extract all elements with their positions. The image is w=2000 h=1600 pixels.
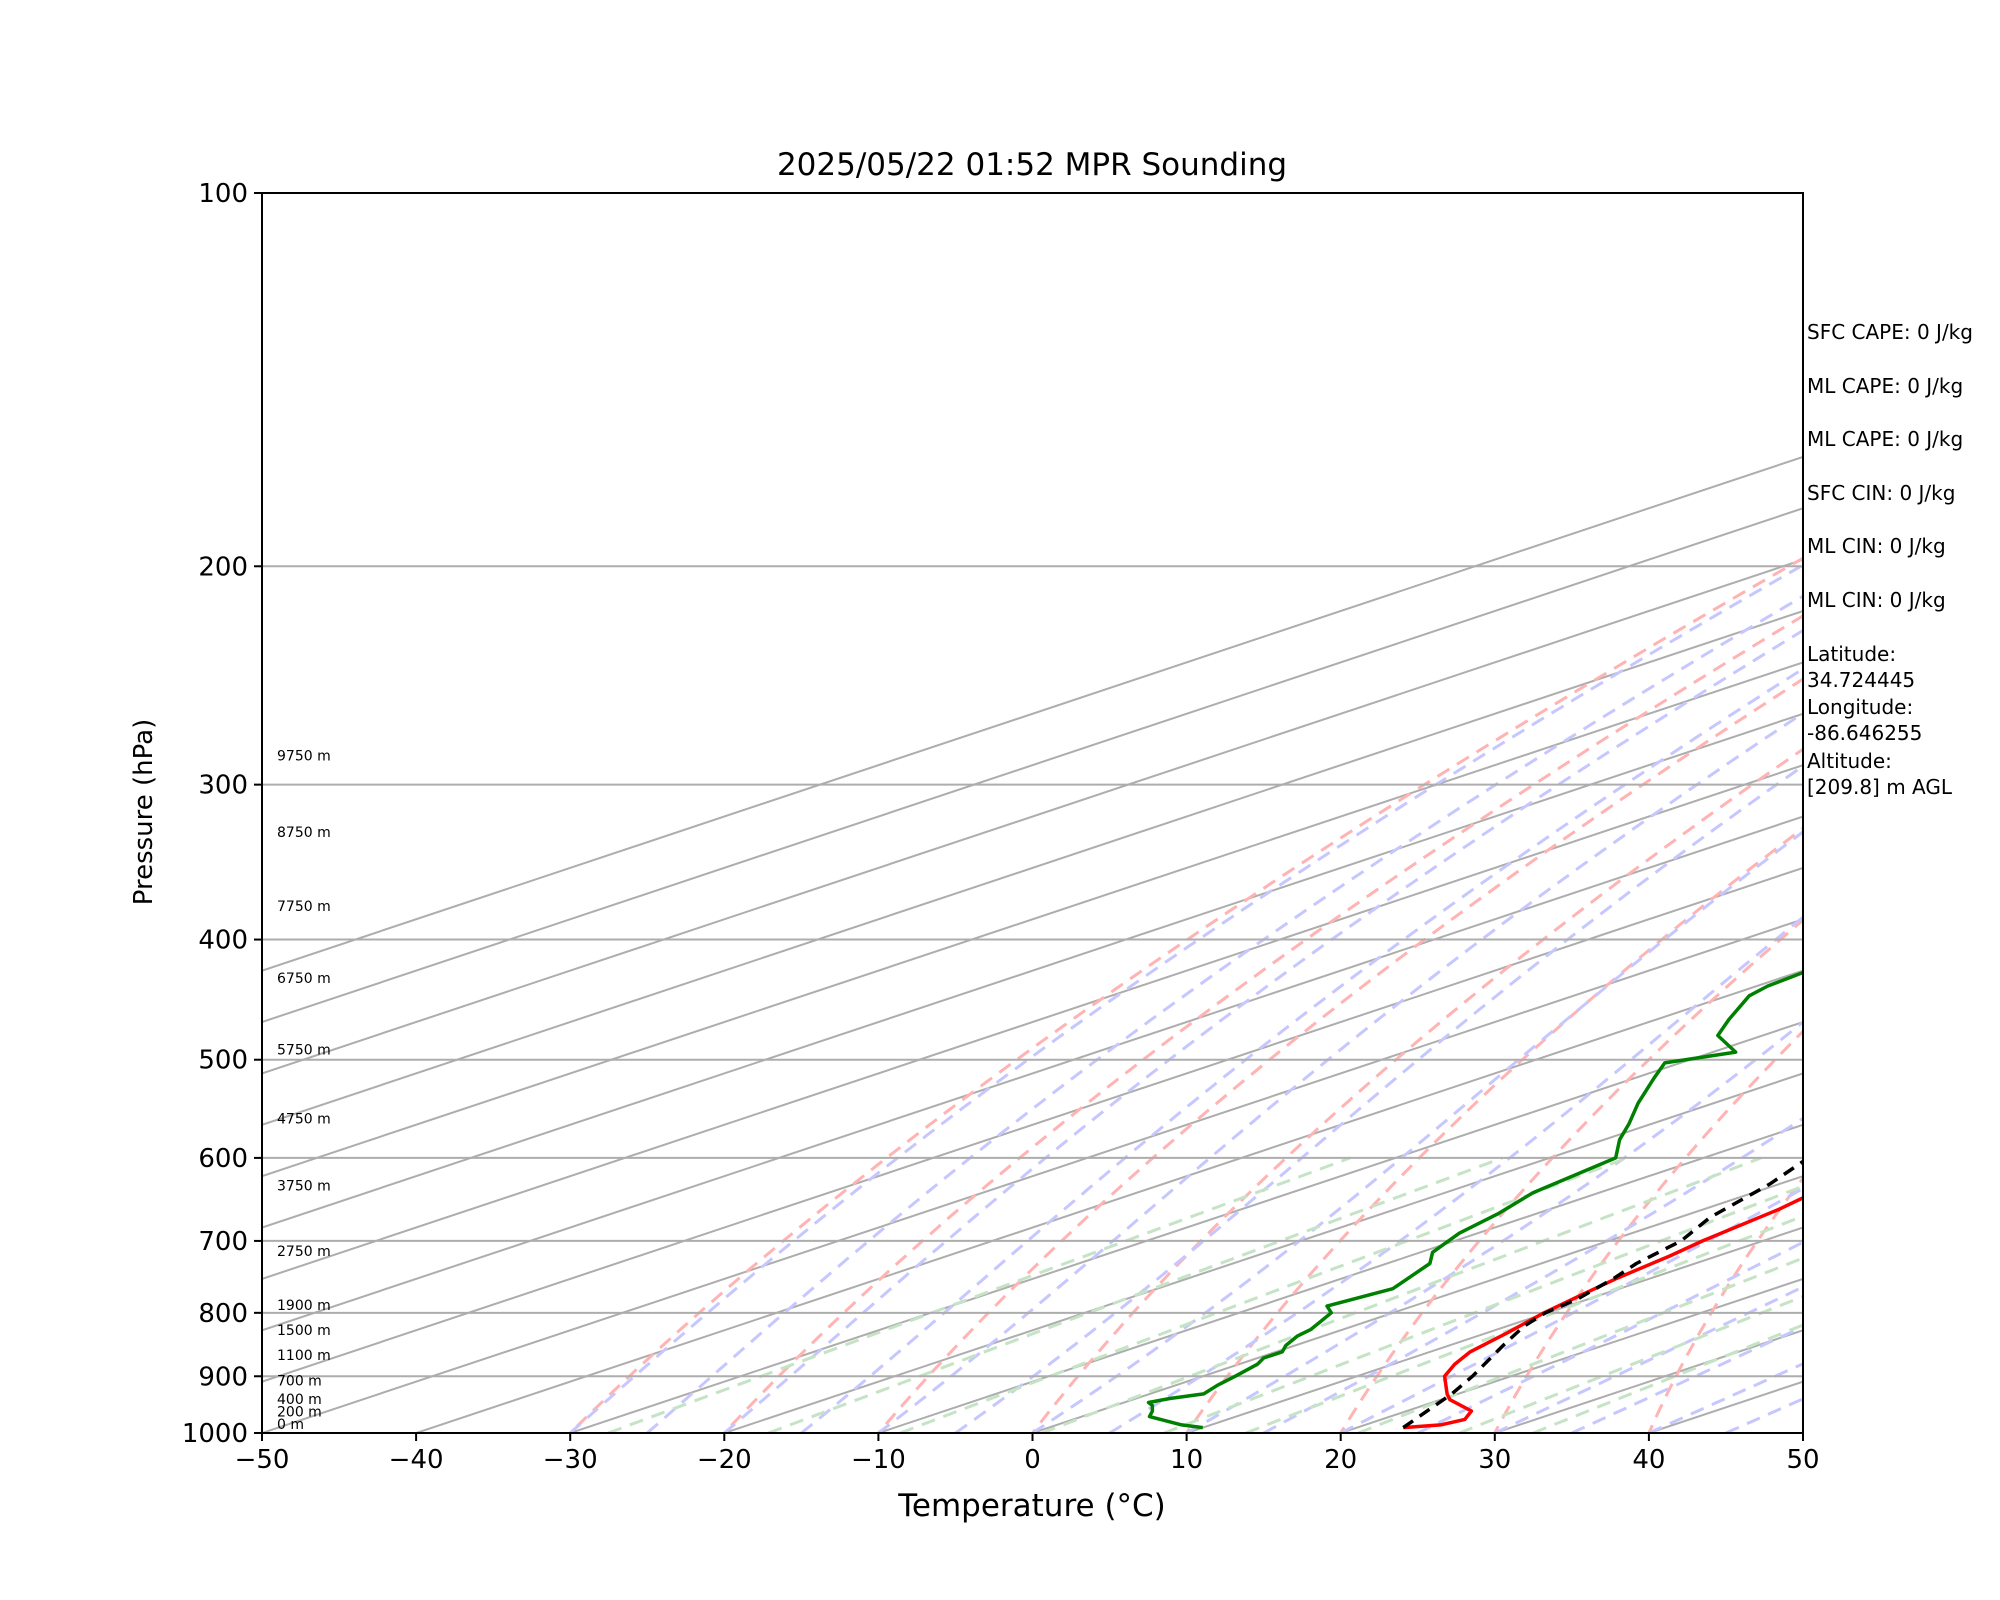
dewpoint-profile-line	[1146, 970, 1803, 1430]
x-tick-label: 0	[1024, 1445, 1041, 1475]
x-tick-label: 30	[1478, 1445, 1511, 1475]
height-label: 8750 m	[277, 825, 331, 841]
y-tick-label: 400	[198, 926, 248, 956]
moist-adiabat-line	[1108, 915, 1803, 1433]
background-reference-lines	[262, 455, 1803, 1433]
x-tick-label: 40	[1632, 1445, 1665, 1475]
y-tick-label: 800	[198, 1299, 248, 1329]
y-tick-label: 300	[198, 771, 248, 801]
moist-adiabat-line	[569, 563, 1803, 1433]
height-label: 6750 m	[277, 971, 331, 987]
moist-adiabat-line	[800, 667, 1803, 1433]
dry-adiabat-line	[1030, 747, 1803, 1433]
pressure-gridlines	[262, 192, 1803, 1434]
sounding-stat: ML CIN: 0 J/kg	[1807, 534, 1946, 559]
y-tick-label: 100	[198, 179, 248, 209]
isotherm-line	[262, 661, 1803, 1178]
x-tick-label: 20	[1324, 1445, 1357, 1475]
height-label: 3750 m	[277, 1178, 331, 1194]
moist-adiabat-line	[1340, 1186, 1803, 1433]
plot-frame	[261, 192, 1804, 1434]
x-tick-label: 10	[1170, 1445, 1203, 1475]
isotherm-line	[262, 609, 1803, 1126]
isotherm-line	[721, 1072, 1803, 1433]
temperature-profile-line	[1403, 1195, 1803, 1430]
height-label: 0 m	[277, 1417, 304, 1433]
height-label: 1900 m	[277, 1298, 331, 1314]
x-tick-label: −20	[697, 1445, 752, 1475]
sounding-stat: SFC CIN: 0 J/kg	[1807, 480, 1956, 505]
isotherm-line	[567, 1020, 1803, 1433]
height-label: 200 m	[277, 1404, 322, 1420]
sounding-profiles	[1146, 970, 1803, 1430]
moist-adiabat-line	[1031, 830, 1803, 1433]
isotherm-line	[262, 712, 1803, 1229]
y-tick-label: 1000	[182, 1419, 248, 1449]
x-axis-ticks: −50 −40 −30 −20 −10 0 10 20 30 40 50	[235, 1433, 1820, 1475]
dry-adiabat-line	[1184, 826, 1803, 1433]
moist-adiabat-line	[1571, 1325, 1803, 1433]
isotherm-line	[262, 764, 1803, 1280]
isotherm-line	[1029, 1175, 1803, 1433]
isotherm-line	[875, 1123, 1803, 1433]
x-tick-label: −30	[543, 1445, 598, 1475]
height-label: 400 m	[277, 1392, 322, 1408]
x-tick-label: −50	[235, 1445, 290, 1475]
moist-adiabat-line	[1185, 1020, 1803, 1433]
chart-title: 2025/05/22 01:52 MPR Sounding	[777, 147, 1287, 183]
y-tick-label: 500	[198, 1046, 248, 1076]
dry-adiabat-line	[1647, 1175, 1803, 1433]
dry-adiabat-line	[1493, 1029, 1803, 1433]
isotherm-line	[1183, 1226, 1803, 1433]
sounding-stat: ML CIN: 0 J/kg	[1807, 588, 1946, 612]
parcel-profile-line	[1402, 1159, 1803, 1430]
y-tick-label: 700	[198, 1227, 248, 1257]
sounding-stat: Altitude: [209.8] m AGL	[1807, 748, 1953, 799]
x-tick-label: 50	[1786, 1445, 1819, 1475]
mixing-ratio-line	[1458, 1294, 1803, 1433]
height-label: 4750 m	[277, 1111, 331, 1127]
x-axis-label: Temperature (°C)	[897, 1488, 1166, 1524]
height-label: 1500 m	[277, 1323, 331, 1339]
mixing-ratio-line	[1532, 1323, 1803, 1433]
height-label: 700 m	[277, 1373, 322, 1389]
y-tick-label: 200	[198, 552, 248, 582]
mixing-ratio-line	[899, 1156, 1628, 1433]
dry-adiabat-line	[568, 556, 1803, 1433]
isotherm-line	[262, 815, 1803, 1332]
moist-adiabat-line	[877, 711, 1803, 1433]
y-tick-label: 900	[198, 1362, 248, 1392]
isotherm-line	[262, 455, 1803, 972]
y-axis-ticks: 100 200 300 400 500 600 700 800 900 1000	[182, 179, 262, 1449]
isotherm-line	[262, 507, 1803, 1024]
isotherm-line	[413, 969, 1803, 1433]
isotherm-line	[262, 558, 1803, 1075]
moist-adiabat-line	[954, 764, 1803, 1433]
isotherm-line	[1491, 1329, 1803, 1433]
isotherm-line	[262, 866, 1803, 1383]
sounding-stat: SFC CAPE: 0 J/kg	[1807, 320, 1973, 344]
x-tick-label: −10	[851, 1445, 906, 1475]
height-label: 2750 m	[277, 1244, 331, 1260]
sounding-stat: Latitude: 34.724445	[1807, 641, 1916, 692]
height-label: 1100 m	[277, 1348, 331, 1364]
dry-adiabat-line	[876, 677, 1803, 1433]
isotherm-line	[1799, 1431, 1803, 1433]
height-label: 7750 m	[277, 899, 331, 915]
dry-adiabat-line	[722, 614, 1803, 1433]
x-tick-label: −40	[389, 1445, 444, 1475]
sounding-stat: Longitude: -86.646255	[1807, 695, 1923, 746]
sounding-stat: ML CAPE: 0 J/kg	[1807, 373, 1964, 398]
mixing-ratio-line	[767, 1156, 1503, 1433]
sounding-stat: ML CAPE: 0 J/kg	[1807, 427, 1964, 452]
y-tick-label: 600	[198, 1144, 248, 1174]
y-axis-label: Pressure (hPa)	[129, 719, 159, 906]
height-label: 9750 m	[277, 749, 331, 765]
height-label: 5750 m	[277, 1043, 331, 1059]
moist-adiabat-line	[646, 594, 1803, 1433]
dry-adiabat-line	[1338, 918, 1803, 1433]
isotherm-line	[262, 918, 1803, 1433]
